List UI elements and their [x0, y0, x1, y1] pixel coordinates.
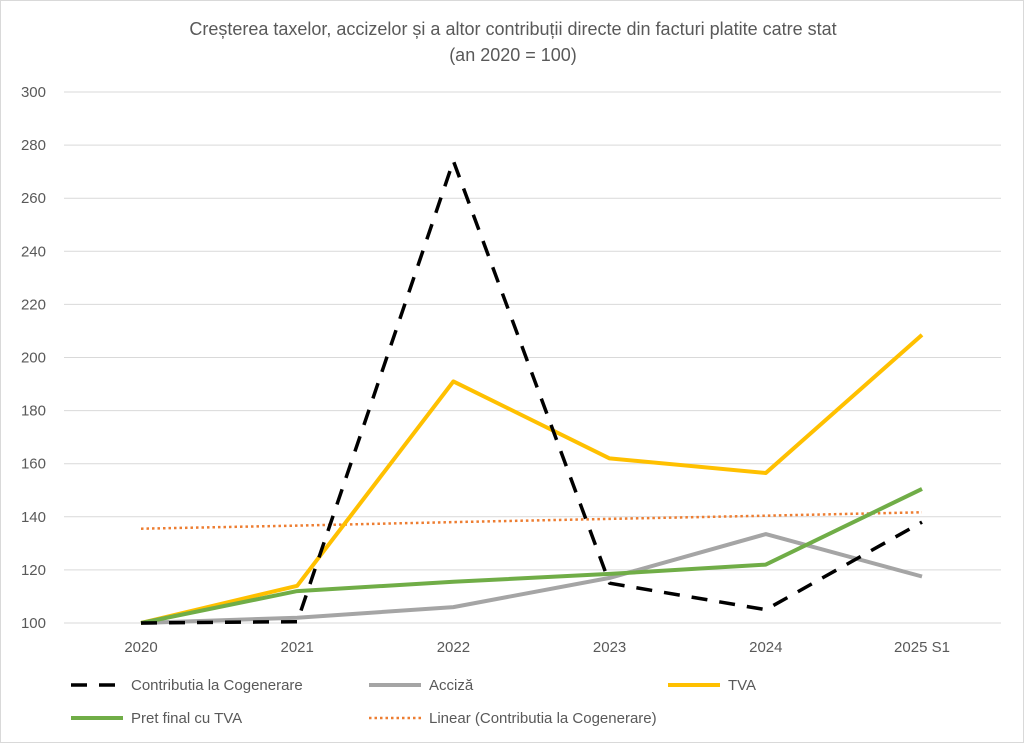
- series-lines: [140, 159, 924, 625]
- y-tick-label: 120: [21, 562, 46, 579]
- x-tick-label: 2025 S1: [894, 639, 950, 656]
- series-line-4: [140, 511, 923, 530]
- legend-item-1: Acciză: [369, 677, 474, 694]
- y-tick-label: 220: [21, 296, 46, 313]
- legend-item-3: Pret final cu TVA: [71, 710, 242, 727]
- legend-label: Linear (Contributia la Cogenerare): [429, 710, 657, 727]
- y-tick-label: 240: [21, 243, 46, 260]
- legend-label: Pret final cu TVA: [131, 710, 242, 727]
- legend-item-2: TVA: [668, 677, 756, 694]
- legend-item-4: Linear (Contributia la Cogenerare): [369, 710, 657, 727]
- y-tick-label: 200: [21, 350, 46, 367]
- x-tick-label: 2022: [437, 639, 470, 656]
- chart-title: Creșterea taxelor, accizelor și a altor …: [189, 19, 837, 39]
- legend-label: Acciză: [429, 677, 474, 694]
- y-tick-label: 140: [21, 509, 46, 526]
- series-line-1: [140, 532, 923, 625]
- x-tick-label: 2024: [749, 639, 782, 656]
- series-line-0: [140, 159, 923, 625]
- x-axis-tick-labels: 2020 2021 2022 2023 2024 2025 S1: [124, 639, 950, 656]
- y-tick-label: 180: [21, 403, 46, 420]
- x-tick-label: 2023: [593, 639, 626, 656]
- y-axis-tick-labels: 100 120 140 160 180 200 220 240 260 280 300: [21, 84, 46, 632]
- legend-label: Contributia la Cogenerare: [131, 677, 303, 694]
- y-tick-label: 280: [21, 137, 46, 154]
- x-tick-label: 2020: [124, 639, 157, 656]
- y-tick-label: 100: [21, 615, 46, 632]
- legend: Contributia la Cogenerare Acciză TVA Pret f…: [71, 677, 756, 727]
- y-tick-label: 160: [21, 456, 46, 473]
- legend-label: TVA: [728, 677, 756, 694]
- y-tick-label: 260: [21, 190, 46, 207]
- y-tick-label: 300: [21, 84, 46, 101]
- series-line-2: [140, 333, 924, 625]
- gridlines: [64, 91, 1001, 624]
- chart-subtitle: (an 2020 = 100): [449, 45, 577, 65]
- series-line-3: [140, 487, 923, 625]
- legend-item-0: Contributia la Cogenerare: [71, 677, 303, 694]
- x-tick-label: 2021: [281, 639, 314, 656]
